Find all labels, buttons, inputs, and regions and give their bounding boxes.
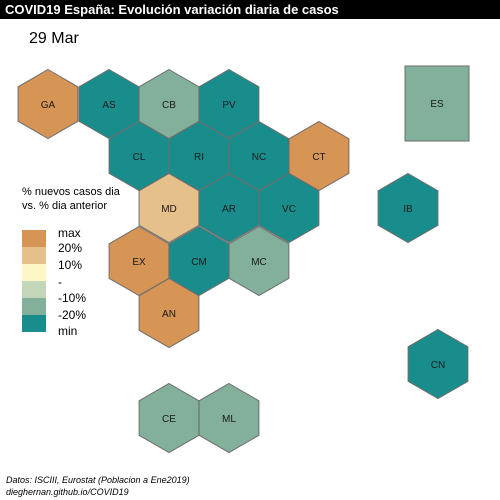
hex-label-ri: RI: [194, 152, 204, 163]
legend-swatch-minus10: [22, 298, 46, 315]
hex-mc: [228, 225, 290, 297]
hex-label-ml: ML: [222, 414, 236, 425]
legend-title-line2: vs. % dia anterior: [22, 200, 107, 212]
legend-label-min: min: [58, 324, 78, 338]
legend-swatch-neutral: [22, 281, 46, 298]
hex-label-ct: CT: [312, 152, 325, 163]
hex-label-ce: CE: [162, 414, 176, 425]
hex-label-pv: PV: [222, 100, 236, 111]
sources-note: Datos: ISCIII, Eurostat (Poblacion a Ene…: [6, 474, 190, 498]
legend-swatch-20: [22, 247, 46, 264]
legend-swatch-10: [22, 264, 46, 281]
hex-label-md: MD: [161, 204, 177, 215]
legend-swatch-max: [22, 230, 46, 247]
hex-label-ex: EX: [132, 257, 146, 268]
national-square-es: [404, 65, 470, 142]
hex-label-vc: VC: [282, 204, 296, 215]
sources-line1: Datos: ISCIII, Eurostat (Poblacion a Ene…: [6, 475, 190, 485]
hex-label-as: AS: [102, 100, 116, 111]
hex-label-an: AN: [162, 309, 176, 320]
legend-label-10: 10%: [58, 258, 83, 272]
legend-title-line1: % nuevos casos dia: [22, 186, 120, 198]
chart-title: COVID19 España: Evolución variación diar…: [0, 0, 500, 19]
sources-line2: dieghernan.github.io/COVID19: [6, 487, 129, 497]
hex-label-ar: AR: [222, 204, 236, 215]
hex-ib: [377, 172, 439, 244]
hex-label-cn: CN: [431, 360, 445, 371]
hex-ml: [198, 382, 260, 454]
hex-an: [138, 277, 200, 349]
legend-title: % nuevos casos dia vs. % dia anterior: [22, 185, 120, 213]
hex-label-cm: CM: [191, 257, 207, 268]
legend-label-max: max: [58, 226, 81, 240]
hex-label-cb: CB: [162, 100, 176, 111]
hex-label-ga: GA: [41, 100, 56, 111]
legend-swatch-minus20: [22, 315, 46, 332]
hex-vc: [258, 172, 320, 244]
legend-label-neutral: -: [58, 275, 62, 289]
legend-label-20: 20%: [58, 241, 83, 255]
hex-label-mc: MC: [251, 257, 267, 268]
hex-label-cl: CL: [133, 152, 146, 163]
date-label: 29 Mar: [29, 30, 79, 47]
hex-label-nc: NC: [252, 152, 266, 163]
legend-label-minus10: -10%: [58, 291, 87, 305]
hex-label-ib: IB: [403, 204, 413, 215]
hex-ga: [17, 68, 79, 140]
hex-cn: [407, 328, 469, 400]
legend-label-minus20: -20%: [58, 308, 87, 322]
national-label-es: ES: [430, 99, 444, 110]
